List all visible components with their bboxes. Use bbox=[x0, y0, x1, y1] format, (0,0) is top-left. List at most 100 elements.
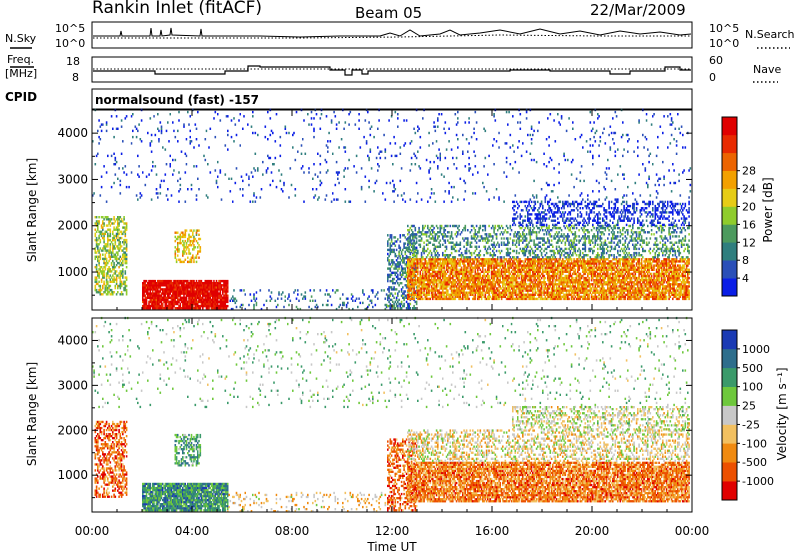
power-cell bbox=[200, 290, 203, 293]
power-cell bbox=[162, 302, 164, 306]
power-cell bbox=[177, 248, 179, 251]
power-cell bbox=[629, 293, 632, 296]
power-cell bbox=[164, 279, 167, 283]
power-cell bbox=[585, 260, 588, 263]
power-cell bbox=[523, 274, 525, 278]
power-cell bbox=[175, 307, 178, 310]
power-cell bbox=[542, 266, 544, 269]
power-cell bbox=[409, 272, 412, 276]
power-cell bbox=[95, 278, 98, 281]
power-cell bbox=[558, 281, 560, 284]
power-cell bbox=[117, 224, 119, 227]
power-cell bbox=[304, 295, 307, 298]
power-cell bbox=[499, 274, 501, 278]
power-cell bbox=[529, 285, 532, 288]
power-cell bbox=[424, 283, 427, 286]
power-cell bbox=[194, 282, 197, 285]
power-cell bbox=[109, 293, 112, 296]
power-cell bbox=[454, 281, 457, 284]
power-cell bbox=[627, 287, 629, 290]
power-cell bbox=[480, 270, 483, 273]
power-cell bbox=[439, 297, 442, 301]
power-cell bbox=[423, 293, 425, 296]
power-cell bbox=[632, 287, 634, 290]
power-cell bbox=[507, 264, 509, 267]
power-cell bbox=[613, 268, 615, 271]
power-cell bbox=[125, 266, 128, 269]
power-cell bbox=[414, 258, 417, 261]
power-cell bbox=[558, 295, 560, 298]
power-cell bbox=[442, 274, 444, 278]
power-cell bbox=[125, 249, 128, 252]
power-cell bbox=[552, 291, 554, 294]
power-cell bbox=[183, 294, 185, 297]
power-cell bbox=[388, 288, 390, 291]
power-cell bbox=[405, 279, 408, 283]
power-cell bbox=[627, 264, 629, 267]
power-cell bbox=[120, 272, 123, 275]
power-cell bbox=[568, 262, 570, 265]
power-cell bbox=[519, 272, 522, 276]
power-cell bbox=[515, 276, 518, 280]
power-cell bbox=[289, 299, 292, 302]
power-cell bbox=[599, 297, 602, 301]
power-cell bbox=[123, 218, 125, 221]
power-cell bbox=[584, 281, 587, 284]
noise-left-label: N.Sky bbox=[5, 32, 37, 45]
power-cell bbox=[520, 272, 523, 276]
power-cell bbox=[448, 293, 450, 296]
power-cell bbox=[224, 279, 227, 283]
power-cell bbox=[424, 272, 427, 276]
power-cell bbox=[615, 295, 618, 298]
power-cell bbox=[122, 255, 124, 258]
power-cell bbox=[299, 307, 302, 311]
power-cell bbox=[183, 288, 185, 291]
power-cell bbox=[198, 304, 200, 308]
power-cell bbox=[583, 293, 585, 296]
power-cell bbox=[452, 264, 454, 267]
power-cell bbox=[574, 287, 577, 290]
power-cell bbox=[445, 272, 448, 276]
power-data-cells bbox=[92, 108, 692, 311]
power-cell bbox=[420, 281, 423, 284]
power-cell bbox=[95, 241, 98, 244]
power-cell bbox=[529, 266, 532, 269]
power-cell bbox=[538, 262, 540, 265]
power-cell bbox=[124, 284, 127, 288]
power-cell bbox=[184, 304, 186, 308]
power-cell bbox=[117, 247, 119, 250]
power-cell bbox=[395, 302, 398, 306]
power-cell bbox=[565, 279, 568, 282]
power-cell bbox=[445, 293, 448, 296]
power-cell bbox=[424, 262, 427, 265]
power-cell bbox=[203, 294, 205, 297]
power-cell bbox=[154, 282, 157, 285]
power-cell bbox=[182, 260, 184, 264]
power-cell bbox=[485, 270, 488, 273]
power-cell bbox=[114, 234, 117, 238]
power-cell bbox=[594, 270, 597, 273]
power-cell bbox=[538, 283, 540, 286]
power-cell bbox=[595, 287, 598, 290]
power-cell bbox=[530, 264, 533, 267]
power-cell bbox=[157, 296, 159, 299]
power-cell bbox=[447, 279, 449, 282]
power-cell bbox=[507, 276, 509, 280]
power-cell bbox=[108, 286, 110, 290]
power-cell bbox=[499, 291, 501, 294]
power-cell bbox=[555, 276, 558, 280]
power-cell bbox=[582, 281, 584, 284]
power-cell bbox=[605, 293, 608, 296]
power-cell bbox=[547, 279, 549, 282]
power-cell bbox=[150, 302, 153, 306]
power-cell bbox=[193, 290, 195, 293]
power-cell bbox=[510, 287, 513, 290]
power-cell bbox=[100, 232, 103, 236]
power-cell bbox=[185, 294, 188, 297]
power-cell bbox=[204, 292, 207, 295]
power-cell bbox=[629, 287, 632, 290]
power-cell bbox=[408, 264, 410, 267]
power-cell bbox=[592, 276, 594, 280]
power-cell bbox=[430, 295, 433, 298]
power-cell bbox=[458, 297, 460, 301]
